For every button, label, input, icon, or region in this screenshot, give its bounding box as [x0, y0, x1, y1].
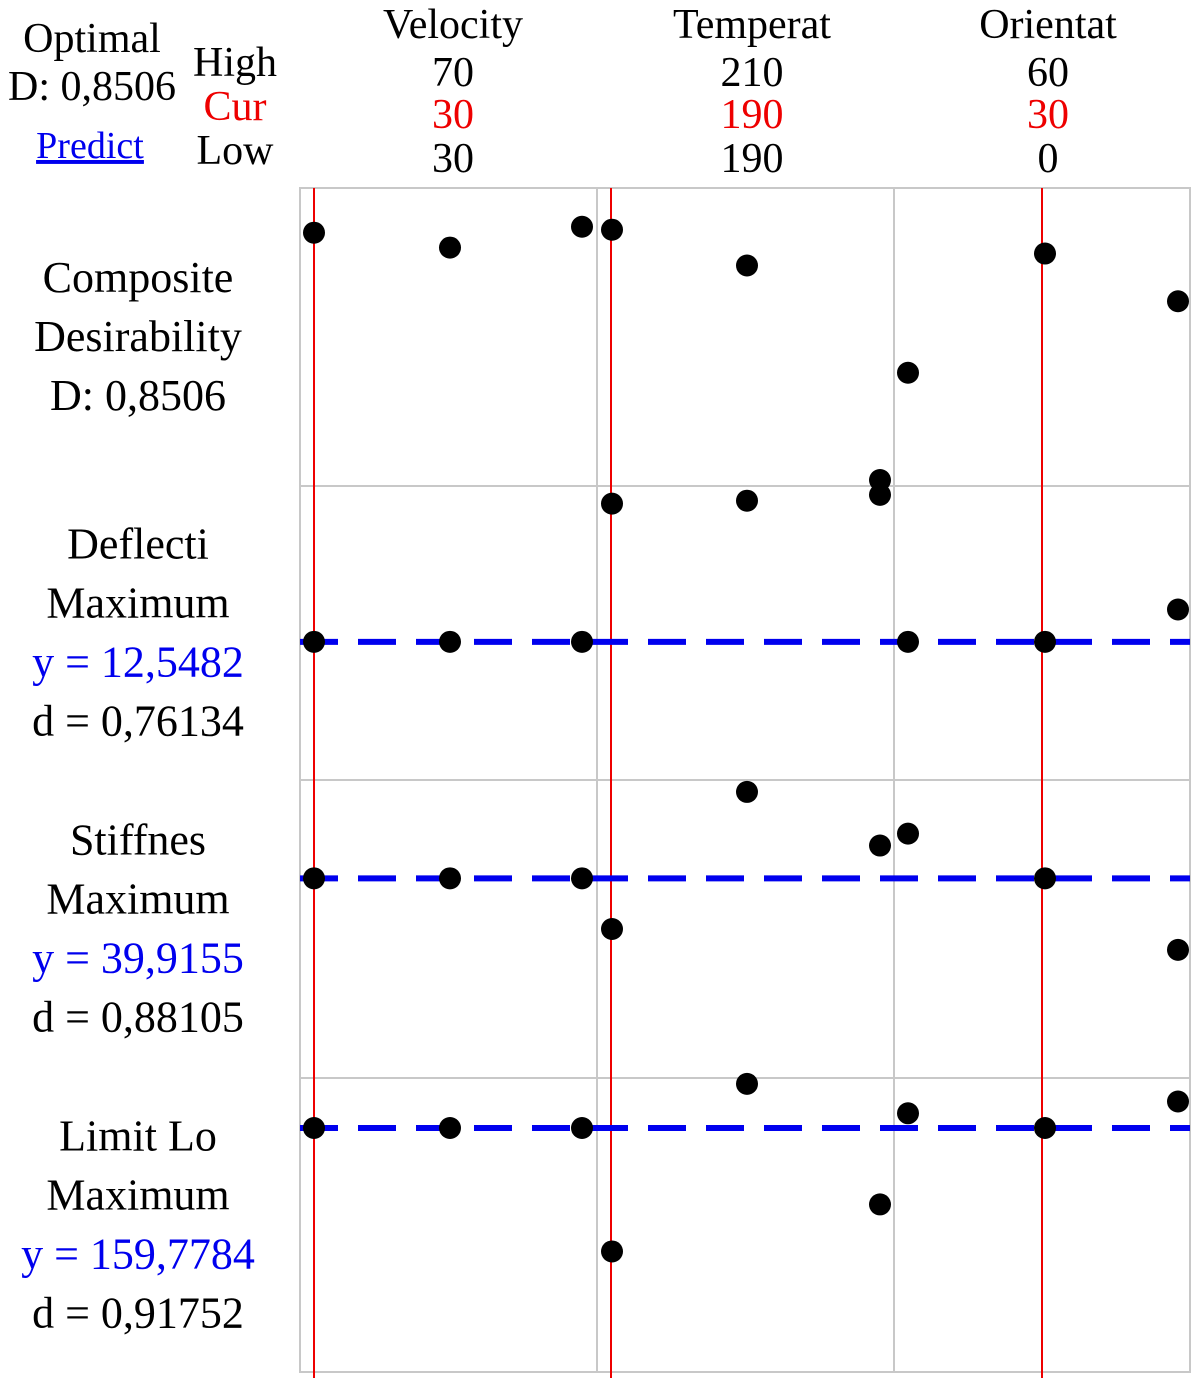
factor-high: 70	[432, 50, 474, 96]
factor-headers: Velocity703030Temperat210190190Orientat6…	[383, 2, 1117, 182]
optimal-d-value: D: 0,8506	[8, 64, 176, 110]
data-point	[439, 1116, 461, 1139]
data-point	[736, 1072, 758, 1095]
factor-name: Temperat	[673, 2, 831, 48]
response-label: D: 0,8506	[50, 371, 226, 420]
optimal-label: Optimal	[23, 16, 161, 62]
data-point	[439, 236, 461, 259]
data-point	[303, 867, 325, 890]
data-point	[1034, 630, 1056, 653]
data-point	[571, 1116, 593, 1139]
response-label: Maximum	[46, 579, 229, 628]
response-y-value: y = 159,7784	[21, 1230, 255, 1279]
data-point	[1167, 938, 1189, 961]
data-point	[1167, 598, 1189, 621]
data-point	[736, 489, 758, 512]
data-point	[897, 630, 919, 653]
response-label: Deflecti	[67, 520, 209, 569]
data-point	[439, 630, 461, 653]
factor-current: 30	[432, 92, 474, 138]
plot-area	[299, 187, 1191, 1378]
data-point	[1034, 867, 1056, 890]
data-point	[303, 221, 325, 244]
data-point	[1167, 290, 1189, 313]
data-point	[736, 254, 758, 277]
factor-low: 30	[432, 136, 474, 182]
data-point	[439, 867, 461, 890]
response-y-value: y = 12,5482	[32, 638, 244, 687]
predict-link[interactable]: Predict	[36, 125, 144, 167]
factor-low: 0	[1038, 136, 1059, 182]
factor-low: 190	[721, 136, 784, 182]
response-label: Composite	[43, 253, 234, 302]
data-point	[869, 1193, 891, 1216]
factor-current: 190	[721, 92, 784, 138]
response-d-value: d = 0,91752	[32, 1289, 244, 1338]
response-label: Stiffnes	[70, 816, 206, 865]
data-point	[303, 630, 325, 653]
low-label: Low	[197, 128, 275, 174]
data-point	[897, 1102, 919, 1125]
response-label: Limit Lo	[59, 1112, 217, 1161]
data-point	[869, 834, 891, 857]
data-point	[601, 1240, 623, 1263]
factor-name: Velocity	[383, 2, 523, 48]
factor-high: 60	[1027, 50, 1069, 96]
cur-label: Cur	[204, 84, 267, 130]
data-point	[897, 361, 919, 384]
data-point	[736, 780, 758, 803]
data-point	[897, 822, 919, 845]
response-y-value: y = 39,9155	[32, 934, 244, 983]
data-point	[1034, 1116, 1056, 1139]
data-point	[571, 867, 593, 890]
data-point	[303, 1116, 325, 1139]
response-d-value: d = 0,88105	[32, 993, 244, 1042]
data-point	[601, 492, 623, 515]
data-point	[571, 630, 593, 653]
header-area: Optimal D: 0,8506 Predict High Cur Low	[8, 16, 277, 174]
factor-name: Orientat	[979, 2, 1117, 48]
data-point	[1034, 242, 1056, 265]
factor-current: 30	[1027, 92, 1069, 138]
data-point	[601, 218, 623, 241]
data-point	[1167, 1090, 1189, 1113]
response-label: Desirability	[34, 312, 242, 361]
data-point	[571, 215, 593, 238]
response-rows: Composite Desirability D: 0,8506 Deflecti Ma…	[21, 253, 255, 1338]
data-point	[869, 483, 891, 506]
data-point	[601, 918, 623, 940]
response-label: Maximum	[46, 1171, 229, 1220]
high-label: High	[193, 40, 277, 86]
response-d-value: d = 0,76134	[32, 697, 244, 746]
factor-high: 210	[721, 50, 784, 96]
predict-link-text[interactable]: Predict	[36, 125, 144, 167]
response-label: Maximum	[46, 875, 229, 924]
